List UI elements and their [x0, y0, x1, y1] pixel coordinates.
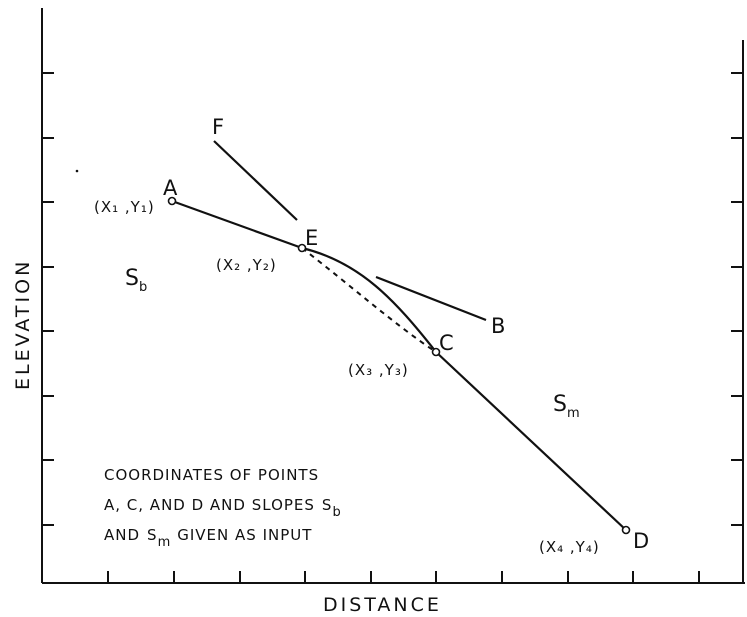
point-c-marker: [431, 347, 441, 357]
note-line-2: A, C, AND D AND SLOPES Sb: [104, 496, 342, 520]
tangent-line-f: [213, 140, 298, 221]
stray-dot: [75, 169, 79, 173]
note-line-3-prefix: AND: [104, 526, 140, 544]
chord-e-c-dashed: [301, 247, 437, 353]
right-ticks: [731, 72, 743, 526]
note-line-2-prefix: A, C, AND D AND SLOPES: [104, 496, 315, 514]
slope-sm-symbol: S: [553, 392, 567, 417]
segment-c-d: [435, 351, 627, 531]
y-axis-label: ELEVATION: [12, 259, 34, 390]
note-line-2-symbol: S: [322, 496, 333, 514]
point-markers: [167, 196, 631, 535]
segment-a-e: [171, 199, 303, 250]
curve-e-c: [301, 246, 437, 353]
point-e-label: E: [305, 226, 318, 250]
point-c-label: C: [439, 331, 454, 355]
slope-sm-subscript: m: [567, 406, 580, 421]
point-f-label: F: [212, 115, 224, 139]
y-axis-ticks: [42, 72, 54, 526]
note-line-1: COORDINATES OF POINTS: [104, 466, 319, 484]
coord-label-a: (X₁ ,Y₁): [94, 198, 155, 216]
note-line-3-suffix: GIVEN AS INPUT: [177, 526, 312, 544]
point-e-marker: [297, 243, 307, 253]
slope-sb-subscript: b: [139, 280, 147, 295]
slope-sb-symbol: S: [125, 266, 139, 291]
note-line-3-symbol: S: [147, 526, 158, 544]
plot-frame: [41, 8, 745, 584]
note-line-2-sub: b: [332, 505, 341, 520]
point-a-marker: [167, 196, 177, 206]
note-block: COORDINATES OF POINTS A, C, AND D AND SL…: [104, 466, 342, 550]
point-a-label: A: [163, 176, 178, 200]
point-d-marker: [621, 525, 631, 535]
x-axis-label: DISTANCE: [323, 594, 442, 616]
note-line-3-sub: m: [158, 535, 172, 550]
tangent-line-b: [375, 275, 487, 322]
note-line-3: AND Sm GIVEN AS INPUT: [104, 526, 312, 550]
profile-lines: [171, 140, 627, 531]
coord-label-e: (X₂ ,Y₂): [216, 256, 277, 274]
point-d-label: D: [633, 529, 649, 553]
coord-label-d: (X₄ ,Y₄): [539, 538, 600, 556]
point-b-label: B: [491, 314, 505, 338]
slope-sb-label: Sb: [125, 266, 147, 295]
x-axis-ticks: [107, 571, 700, 583]
slope-sm-label: Sm: [553, 392, 580, 421]
coord-label-c: (X₃ ,Y₃): [348, 361, 409, 379]
